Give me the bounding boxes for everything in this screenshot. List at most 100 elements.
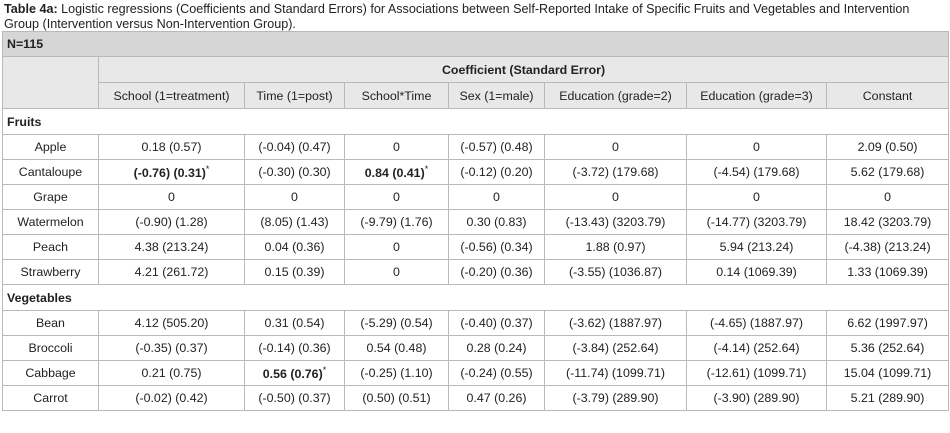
cell-value: 4.21 (261.72) <box>134 265 209 279</box>
cell-value: 0 <box>884 190 891 204</box>
cell-value: 0.15 (0.39) <box>264 265 325 279</box>
table-cell: (-13.43) (3203.79) <box>544 209 687 235</box>
cell-value: 0.30 (0.83) <box>466 215 527 229</box>
table-row: Broccoli (-0.35) (0.37) (-0.14) (0.36) 0.54… <box>2 335 950 361</box>
row-label: Carrot <box>2 385 99 411</box>
cell-value: (-0.02) (0.42) <box>135 391 208 405</box>
table-cell: (-3.62) (1887.97) <box>544 310 687 336</box>
sample-size-row: N=115 <box>1 31 950 57</box>
table-cell: 4.12 (505.20) <box>98 310 245 336</box>
cell-value: 1.33 (1069.39) <box>847 265 928 279</box>
cell-value: 0 <box>393 190 400 204</box>
significance-marker: * <box>205 163 210 174</box>
cell-value: 0.28 (0.24) <box>466 341 527 355</box>
table-cell: (-4.65) (1887.97) <box>686 310 827 336</box>
table-row: Watermelon (-0.90) (1.28) (8.05) (1.43) (-9… <box>2 209 950 235</box>
column-header: Sex (1=male) <box>448 82 545 109</box>
coefficient-group-header: Coefficient (Standard Error) <box>97 56 950 83</box>
table-cell: 6.62 (1997.97) <box>825 310 950 336</box>
table-cell: (-3.84) (252.64) <box>544 335 687 361</box>
cell-value: (-4.54) (179.68) <box>713 165 800 179</box>
section-title: Vegetables <box>1 284 950 311</box>
table-row: Carrot (-0.02) (0.42) (-0.50) (0.37) (0.50)… <box>2 385 950 411</box>
cell-value: 0.56 (0.76) <box>262 367 323 382</box>
table-cell: 0.56 (0.76)* <box>244 360 345 386</box>
section-row: Fruits <box>1 108 950 135</box>
cell-value: (-0.56) (0.34) <box>460 240 533 254</box>
row-label: Strawberry <box>2 259 99 285</box>
table-row: Bean 4.12 (505.20) 0.31 (0.54) (-5.29) (0.5… <box>2 310 950 336</box>
sample-size-label: N=115 <box>1 31 950 57</box>
section-title: Fruits <box>1 108 950 135</box>
row-label: Broccoli <box>2 335 99 361</box>
row-label: Bean <box>2 310 99 336</box>
row-label: Apple <box>2 134 99 160</box>
table-cell: (-0.04) (0.47) <box>244 134 345 160</box>
table-cell: (-0.76) (0.31)* <box>98 159 245 185</box>
table-cell: (-0.40) (0.37) <box>448 310 545 336</box>
table-cell: 15.04 (1099.71) <box>825 360 950 386</box>
table-cell: (-5.29) (0.54) <box>344 310 449 336</box>
table-cell: 0.30 (0.83) <box>448 209 545 235</box>
table-cell: (-0.50) (0.37) <box>244 385 345 411</box>
cell-value: (-3.62) (1887.97) <box>569 316 662 330</box>
table-cell: (8.05) (1.43) <box>244 209 345 235</box>
cell-value: 6.62 (1997.97) <box>847 316 928 330</box>
column-header: Time (1=post) <box>244 82 345 109</box>
cell-value: 0.04 (0.36) <box>264 240 325 254</box>
column-header: Education (grade=2) <box>544 82 687 109</box>
row-label: Grape <box>2 184 99 210</box>
row-label: Peach <box>2 234 99 260</box>
table-cell: 0 <box>448 184 545 210</box>
table-cell: 0.54 (0.48) <box>344 335 449 361</box>
table-cell: (-0.90) (1.28) <box>98 209 245 235</box>
column-header: Education (grade=3) <box>686 82 827 109</box>
cell-value: 0 <box>753 140 760 154</box>
table-cell: (-0.30) (0.30) <box>244 159 345 185</box>
cell-value: (-0.90) (1.28) <box>135 215 208 229</box>
cell-value: 5.62 (179.68) <box>850 165 925 179</box>
cell-value: (-4.14) (252.64) <box>713 341 800 355</box>
cell-value: 0.84 (0.41) <box>364 166 425 181</box>
table-cell: (-9.79) (1.76) <box>344 209 449 235</box>
cell-value: (-0.50) (0.37) <box>258 391 331 405</box>
table-cell: (-3.90) (289.90) <box>686 385 827 411</box>
table-cell: 4.21 (261.72) <box>98 259 245 285</box>
group-header-row: Coefficient (Standard Error) <box>2 56 950 109</box>
cell-value: 18.42 (3203.79) <box>843 215 932 229</box>
table-caption: Table 4a: Logistic regressions (Coeffici… <box>0 0 950 31</box>
table-cell: 5.36 (252.64) <box>825 335 950 361</box>
table-cell: 0.31 (0.54) <box>244 310 345 336</box>
row-label: Cantaloupe <box>2 159 99 185</box>
cell-value: (-3.84) (252.64) <box>572 341 659 355</box>
cell-value: (-5.29) (0.54) <box>360 316 433 330</box>
table-cell: 0 <box>344 234 449 260</box>
cell-value: (-0.24) (0.55) <box>460 366 533 380</box>
cell-value: (-14.77) (3203.79) <box>706 215 807 229</box>
table-row: Grape 0 0 0 0 0 0 0 <box>2 184 950 210</box>
significance-marker: * <box>322 364 327 375</box>
section-row: Vegetables <box>1 284 950 311</box>
cell-value: 1.88 (0.97) <box>585 240 646 254</box>
table-cell: 4.38 (213.24) <box>98 234 245 260</box>
table-cell: 0.84 (0.41)* <box>344 159 449 185</box>
table-cell: 2.09 (0.50) <box>825 134 950 160</box>
cell-value: 0 <box>753 190 760 204</box>
table-cell: 0.15 (0.39) <box>244 259 345 285</box>
cell-value: (-0.04) (0.47) <box>258 140 331 154</box>
cell-value: (-0.35) (0.37) <box>135 341 208 355</box>
table-cell: (-4.38) (213.24) <box>825 234 950 260</box>
table-cell: 0.04 (0.36) <box>244 234 345 260</box>
table-cell: (-4.14) (252.64) <box>686 335 827 361</box>
cell-value: 0 <box>393 240 400 254</box>
cell-value: 0.21 (0.75) <box>141 366 202 380</box>
table-cell: (-14.77) (3203.79) <box>686 209 827 235</box>
table-row: Cabbage 0.21 (0.75) 0.56 (0.76)* (-0.25) (1… <box>2 360 950 386</box>
table-cell: 18.42 (3203.79) <box>825 209 950 235</box>
cell-value: 0 <box>493 190 500 204</box>
table-cell: (-0.02) (0.42) <box>98 385 245 411</box>
table-cell: (-3.79) (289.90) <box>544 385 687 411</box>
table-cell: 5.21 (289.90) <box>825 385 950 411</box>
table-cell: 0 <box>344 134 449 160</box>
cell-value: (-4.38) (213.24) <box>844 240 931 254</box>
